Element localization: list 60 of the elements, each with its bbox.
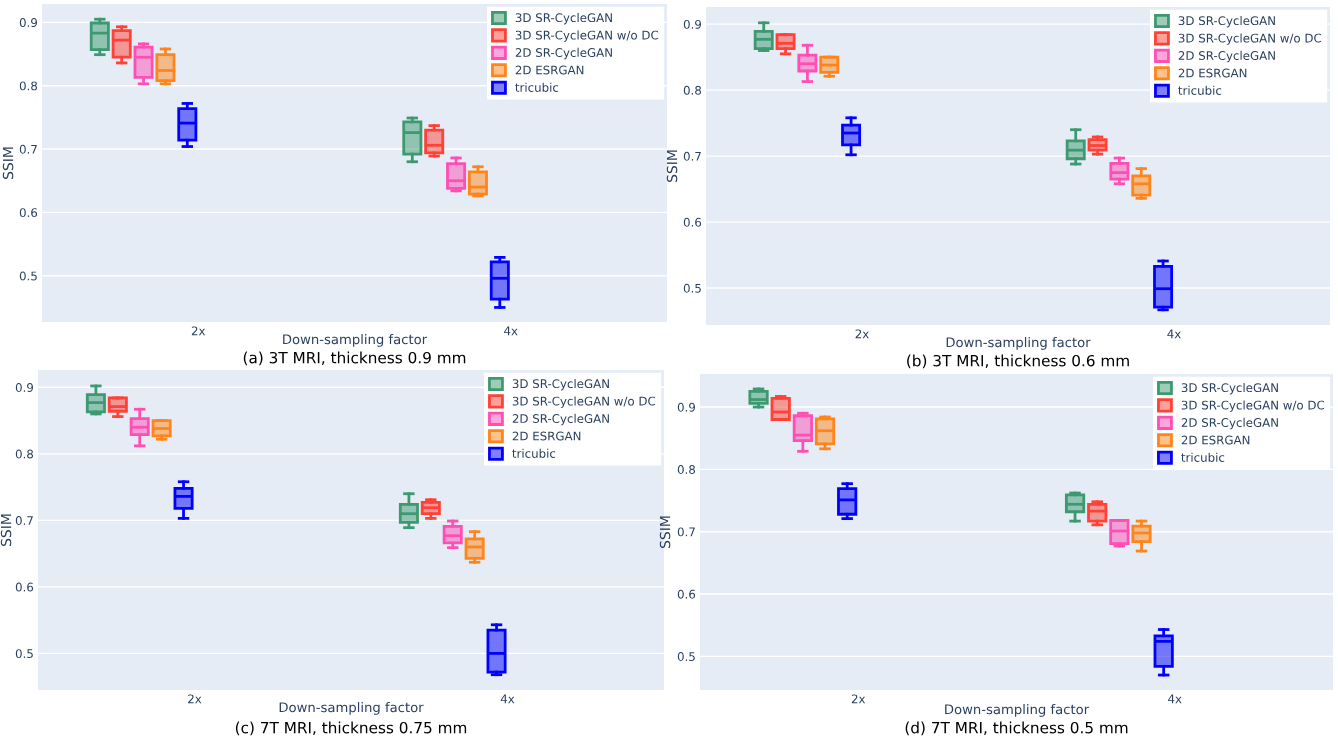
y-axis-title: SSIM: [659, 516, 671, 548]
text: (c) 7T MRI, thickness 0.75 mm: [235, 721, 467, 736]
y-tick-label: 0.8: [19, 81, 38, 91]
legend-label: 2D ESRGAN: [512, 431, 581, 441]
legend-label: tricubic: [512, 448, 556, 458]
text: (b) 3T MRI, thickness 0.6 mm: [907, 354, 1129, 369]
x-tick-label: 4x: [1168, 694, 1182, 704]
x-tick-label: 2x: [191, 326, 206, 336]
legend-label: 2D ESRGAN: [1178, 68, 1247, 78]
y-tick-label: 0.6: [683, 217, 702, 227]
y-axis-title: SSIM: [0, 514, 12, 546]
y-tick-label: 0.5: [683, 283, 701, 293]
y-tick-label: 0.6: [19, 208, 38, 218]
y-tick-label: 0.8: [677, 465, 696, 475]
y-tick-label: 0.5: [677, 652, 695, 661]
legend-label: 3D SR-CycleGAN: [1178, 15, 1275, 28]
y-tick-label: 0.7: [677, 527, 695, 537]
x-tick-label: 4x: [500, 694, 515, 704]
legend-label: 2D SR-CycleGAN: [1181, 417, 1278, 430]
legend-label: 2D SR-CycleGAN: [512, 413, 609, 426]
y-tick-label: 0.9: [683, 19, 701, 29]
y-tick-label: 0.8: [683, 85, 702, 95]
text: (a) 3T MRI, thickness 0.9 mm: [243, 351, 466, 366]
y-tick-label: 0.6: [15, 582, 34, 592]
y-tick-label: 0.8: [15, 449, 34, 459]
legend-label: 3D SR-CycleGAN w/o DC: [515, 30, 659, 42]
x-tick-label: 2x: [851, 694, 866, 704]
legend-label: 3D SR-CycleGAN w/o DC: [1181, 400, 1325, 412]
legend-label: 3D SR-CycleGAN: [1181, 382, 1278, 395]
y-tick-label: 0.9: [15, 383, 33, 392]
y-tick-label: 0.5: [19, 271, 37, 281]
legend-label: 3D SR-CycleGAN: [515, 12, 612, 25]
y-tick-label: 0.7: [19, 144, 37, 154]
legend-label: tricubic: [1181, 452, 1225, 462]
x-axis-title: Down-sampling factor: [946, 337, 1091, 350]
legend-label: 3D SR-CycleGAN w/o DC: [512, 396, 656, 408]
legend-label: 3D SR-CycleGAN: [512, 378, 609, 391]
y-tick-label: 0.9: [19, 18, 37, 28]
y-tick-label: 0.6: [677, 589, 696, 599]
text: (d) 7T MRI, thickness 0.5 mm: [905, 721, 1128, 736]
legend-label: tricubic: [515, 82, 559, 92]
legend-label: 2D ESRGAN: [515, 65, 584, 75]
x-axis-title: Down-sampling factor: [945, 704, 1090, 717]
y-tick-label: 0.7: [683, 151, 701, 161]
x-tick-label: 4x: [1167, 329, 1181, 339]
x-tick-label: 2x: [188, 694, 202, 704]
x-tick-label: 2x: [855, 329, 869, 339]
legend-label: 2D ESRGAN: [1181, 435, 1250, 445]
x-axis-title: Down-sampling factor: [279, 702, 424, 715]
y-tick-label: 0.5: [15, 649, 33, 659]
y-axis-title: SSIM: [2, 147, 14, 179]
legend-label: tricubic: [1178, 85, 1222, 95]
legend-label: 2D SR-CycleGAN: [515, 47, 612, 60]
y-tick-label: 0.7: [15, 516, 33, 526]
legend-label: 3D SR-CycleGAN w/o DC: [1178, 33, 1322, 45]
legend-label: 2D SR-CycleGAN: [1178, 50, 1275, 63]
y-axis-title: SSIM: [666, 150, 678, 182]
y-tick-label: 0.9: [677, 402, 695, 412]
x-tick-label: 4x: [504, 326, 518, 336]
x-axis-title: Down-sampling factor: [283, 334, 428, 347]
